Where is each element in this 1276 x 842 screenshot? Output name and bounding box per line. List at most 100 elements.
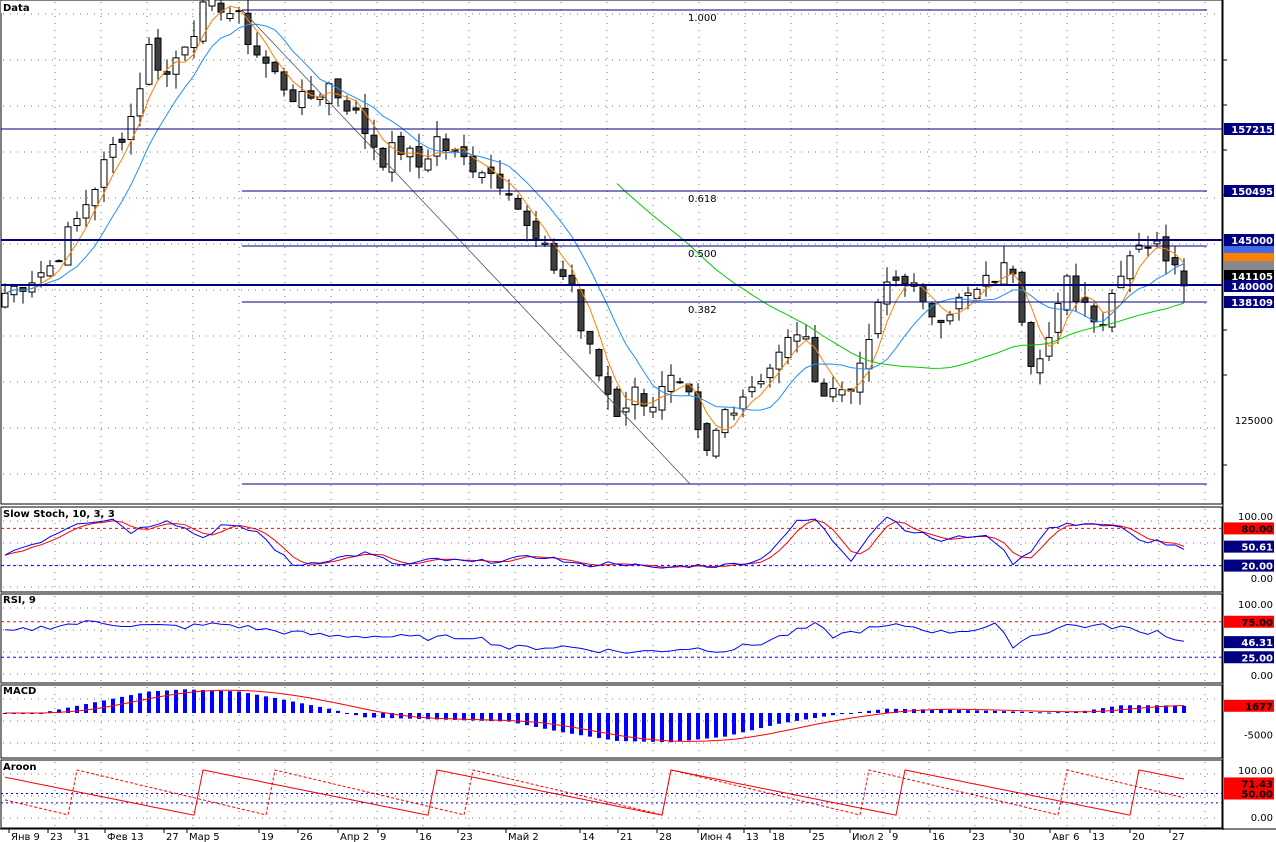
macd-bar <box>147 691 151 713</box>
candle-up <box>1 292 9 308</box>
x-axis-label: 27 <box>1172 832 1185 842</box>
macd-bar <box>822 713 826 717</box>
macd-bar <box>831 713 835 716</box>
candle-down <box>937 319 945 323</box>
macd-bar <box>894 708 898 713</box>
macd-bar <box>570 713 574 734</box>
price-tag-bg <box>1224 234 1274 246</box>
macd-bar <box>246 693 250 713</box>
candle-down <box>352 107 360 111</box>
macd-bar <box>624 713 628 742</box>
x-axis-label: Июн 4 <box>700 832 732 842</box>
candle-down <box>496 173 504 189</box>
macd-bar <box>480 713 484 721</box>
candle-down <box>307 90 315 99</box>
candle-down <box>1171 257 1179 266</box>
rsi-tag: 46.31 <box>1241 638 1273 649</box>
candle-up <box>1036 358 1044 374</box>
stoch-tag-bg <box>1224 559 1274 572</box>
macd-bar <box>1137 705 1141 713</box>
candle-down <box>1072 275 1080 303</box>
macd-bar <box>930 709 934 713</box>
macd-bar <box>156 690 160 713</box>
macd-bar <box>966 710 970 713</box>
rsi-tag: 75.00 <box>1241 618 1273 629</box>
stoch-tag: 20.00 <box>1241 562 1273 573</box>
x-axis-label: 18 <box>772 832 785 842</box>
macd-bar <box>300 703 304 713</box>
candle-up <box>973 288 981 300</box>
macd-bar <box>723 713 727 737</box>
price-tag-minor <box>1224 245 1274 254</box>
candle-up <box>136 88 144 117</box>
macd-bar <box>804 713 808 720</box>
candle-up <box>145 43 153 85</box>
candle-down <box>397 135 405 155</box>
panel-title-stoch: Slow Stoch, 10, 3, 3 <box>3 509 115 520</box>
panel-title-macd: MACD <box>3 686 36 697</box>
macd-bar <box>633 713 637 742</box>
macd-bar <box>975 710 979 713</box>
candle-down <box>892 276 900 281</box>
macd-bar <box>1110 706 1114 713</box>
macd-bar <box>1029 711 1033 713</box>
candle-down <box>280 71 288 91</box>
candle-down <box>694 391 702 431</box>
macd-bar <box>948 709 952 713</box>
panel-frame-1 <box>0 506 1223 593</box>
macd-bar <box>426 713 430 720</box>
candle-up <box>784 336 792 359</box>
macd-bar <box>1002 711 1006 713</box>
macd-bar <box>381 713 385 718</box>
price-tag-bg <box>1224 296 1274 308</box>
macd-bar <box>786 713 790 723</box>
macd-bar <box>309 705 313 713</box>
x-axis-label: 19 <box>261 832 274 842</box>
macd-bar <box>444 713 448 720</box>
candle-up <box>298 90 306 109</box>
macd-bar <box>507 713 511 722</box>
macd-bar <box>1146 705 1150 713</box>
candle-down <box>253 45 261 56</box>
candle-down <box>523 210 531 226</box>
macd-bar <box>651 713 655 742</box>
macd-bar <box>1056 712 1060 714</box>
candle-down <box>586 330 594 345</box>
macd-bar <box>714 713 718 738</box>
candle-up <box>739 396 747 410</box>
candle-up <box>433 136 441 157</box>
candle-up <box>874 302 882 335</box>
candle-up <box>190 35 198 49</box>
macd-bar <box>345 713 349 714</box>
rsi-tag: 25.00 <box>1241 653 1273 664</box>
x-axis-label: Май 2 <box>508 832 539 842</box>
macd-bar <box>993 710 997 713</box>
x-axis-label: 9 <box>892 832 898 842</box>
candle-up <box>964 292 972 297</box>
macd-bar <box>1164 705 1168 713</box>
trend-line <box>241 9 691 485</box>
candle-up <box>208 0 216 7</box>
ma-fast-line <box>4 5 1185 431</box>
macd-bar <box>858 711 862 713</box>
x-axis-label: 21 <box>620 832 633 842</box>
candle-down <box>559 269 567 277</box>
rsi-tag-bg <box>1224 636 1274 649</box>
candle-down <box>568 274 576 285</box>
candle-up <box>793 334 801 342</box>
macd-bar <box>255 694 259 713</box>
rsi-tag-bg <box>1224 651 1274 664</box>
macd-bar <box>102 700 106 713</box>
price-axis-label: 125000 <box>1235 416 1273 427</box>
candle-down <box>1090 305 1098 323</box>
x-axis-label: 14 <box>582 832 595 842</box>
x-axis-label: 13 <box>746 832 759 842</box>
macd-signal-line <box>5 689 1185 742</box>
candle-up <box>631 386 639 406</box>
x-axis-label: 13 <box>1092 832 1105 842</box>
macd-bar <box>498 713 502 722</box>
macd-bar <box>237 691 241 713</box>
aroon-tag: 50.00 <box>1241 790 1273 801</box>
macd-bar <box>390 713 394 719</box>
